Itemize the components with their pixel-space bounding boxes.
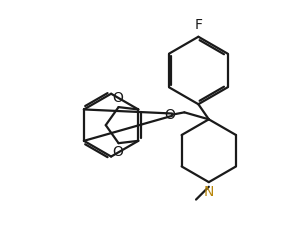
Text: N: N	[204, 185, 214, 199]
Text: O: O	[164, 108, 175, 122]
Text: O: O	[112, 91, 123, 105]
Text: F: F	[194, 18, 202, 32]
Text: O: O	[112, 145, 123, 159]
